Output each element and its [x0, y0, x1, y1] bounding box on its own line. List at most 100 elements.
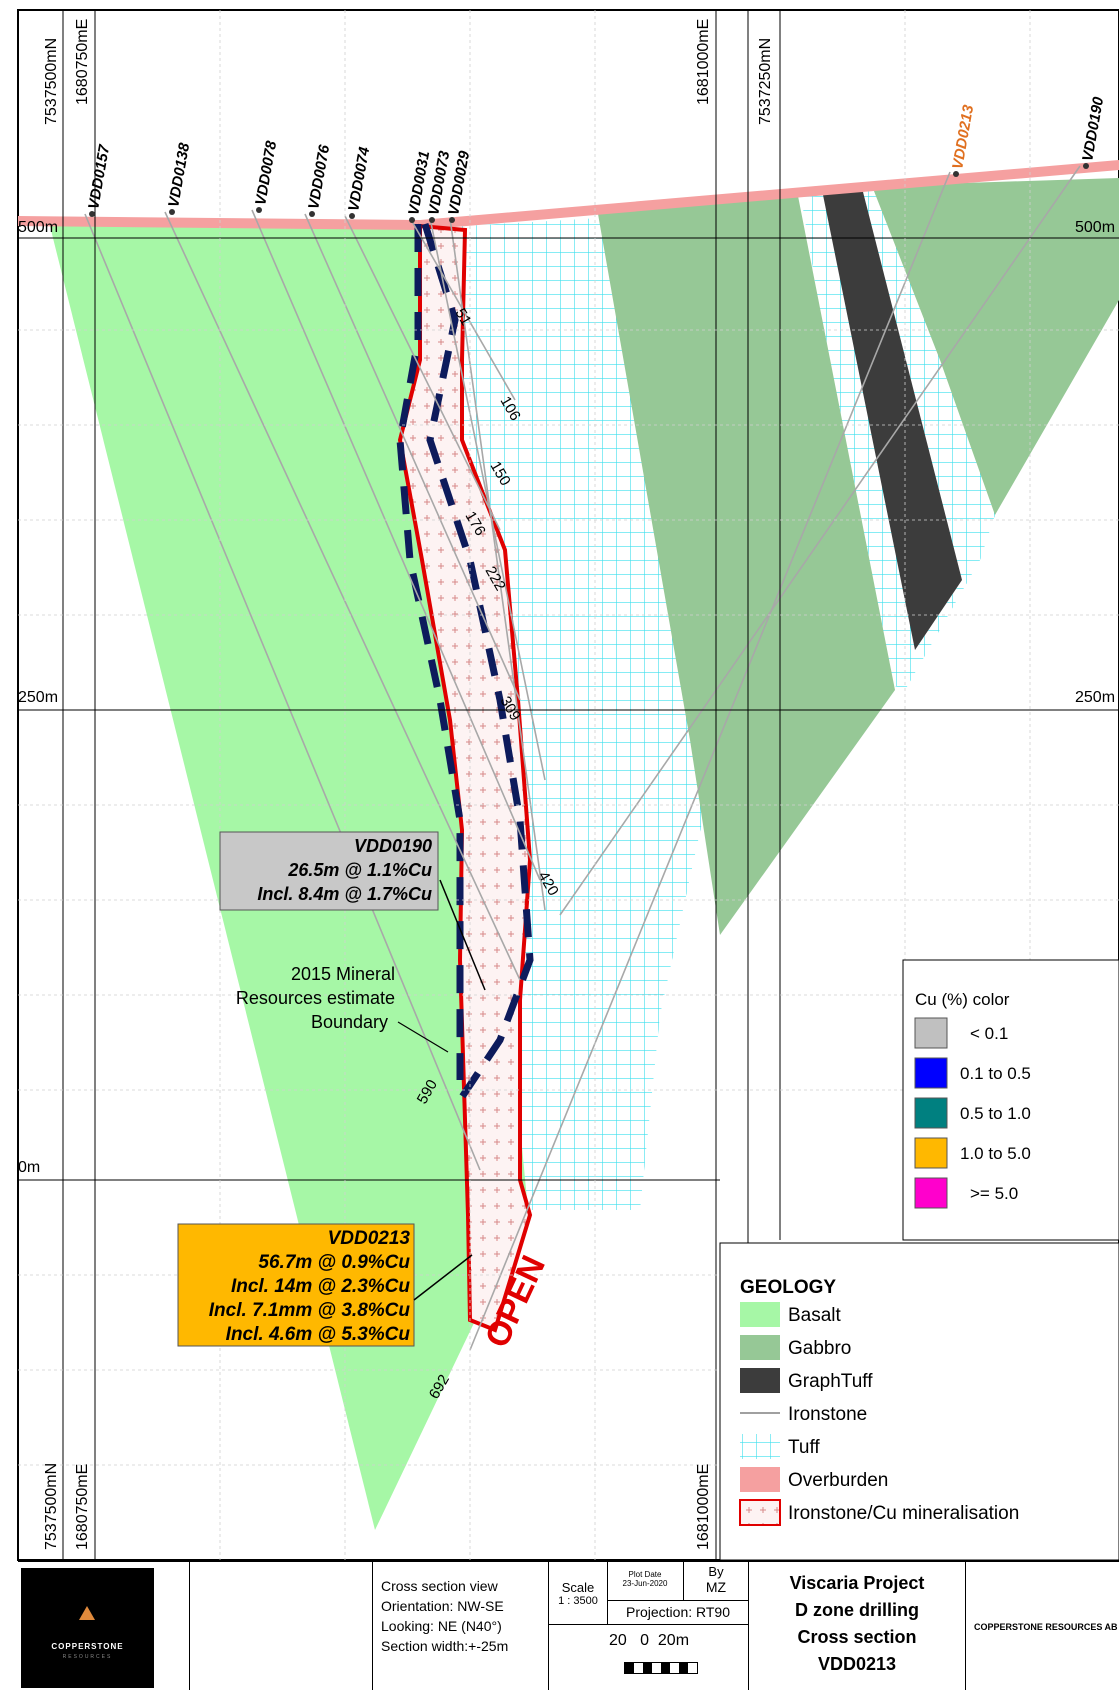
easting-label-bottom-mid: 1681000mE	[695, 1464, 712, 1550]
elevation-label-500-left: 500m	[18, 219, 58, 236]
callout-vdd0213-line4: Incl. 7.1mm @ 3.8%Cu	[209, 1300, 411, 1321]
boundary-label-line2: Resources estimate	[236, 988, 395, 1008]
northing-label-top-left: 7537500mN	[43, 38, 60, 125]
geology-legend-items: Basalt Gabbro GraphTuff Ironstone Tuff Overbu…	[739, 1302, 1019, 1526]
cu-legend-label: 0.5 to 1.0	[960, 1104, 1031, 1123]
geology-legend-label: Ironstone	[788, 1404, 867, 1425]
elevation-label-0-left: 0m	[18, 1159, 40, 1176]
cu-legend-swatch	[914, 1097, 948, 1129]
northing-label-bottom-left: 7537500mN	[43, 1463, 60, 1550]
title-block: COPPERSTONE RESOURCES Cross section view…	[18, 1560, 1119, 1690]
cu-legend-swatch	[914, 1057, 948, 1089]
geology-legend-swatch	[740, 1467, 780, 1492]
by-value: MZ	[705, 1579, 727, 1595]
scale-cell: Scale 1 : 3500 Plot Date 23-Jun-2020 By …	[549, 1562, 749, 1690]
cu-legend-swatch	[914, 1177, 948, 1209]
hole-collar-icon	[409, 217, 415, 223]
scale-label: Scale	[561, 1580, 595, 1595]
hole-collar-icon	[429, 217, 435, 223]
boundary-label-line1: 2015 Mineral	[291, 964, 395, 984]
company-logo: COPPERSTONE RESOURCES	[21, 1568, 154, 1688]
view-line4: Section width:+-25m	[381, 1638, 509, 1654]
scale-box: Scale 1 : 3500	[549, 1562, 608, 1625]
by-box: By MZ	[683, 1562, 749, 1601]
boundary-label-line3: Boundary	[311, 1012, 388, 1032]
drawing-title-line3: Cross section	[797, 1627, 917, 1647]
hole-collar-icon	[256, 207, 262, 213]
geology-legend-label: Basalt	[788, 1305, 842, 1326]
hole-collar-icon	[309, 211, 315, 217]
geology-legend-label: Ironstone/Cu mineralisation	[788, 1503, 1019, 1524]
by-label: By	[708, 1564, 724, 1579]
cu-legend-label: 1.0 to 5.0	[960, 1144, 1031, 1163]
geology-legend-title: GEOLOGY	[740, 1277, 836, 1298]
scale-value: 1 : 3500	[558, 1595, 598, 1607]
view-line2: Orientation: NW-SE	[381, 1598, 504, 1614]
depth-label: 51	[452, 306, 475, 329]
logo-company-sub: RESOURCES	[62, 1654, 113, 1660]
elevation-label-250-left: 250m	[18, 689, 58, 706]
geology-legend-swatch	[740, 1335, 780, 1360]
blank-cell	[190, 1562, 373, 1690]
elevation-label-250-right: 250m	[1075, 689, 1115, 706]
northing-label-top-mid: 7537250mN	[757, 38, 774, 125]
cu-legend-swatch	[914, 1017, 948, 1049]
geology-legend-swatch	[739, 1499, 781, 1526]
boundary-leader	[397, 1021, 449, 1053]
callout-vdd0213-line1: VDD0213	[328, 1228, 411, 1249]
callout-vdd0213-line2: 56.7m @ 0.9%Cu	[258, 1252, 410, 1273]
callout-vdd0213-leader	[413, 1254, 473, 1301]
cu-legend-label: >= 5.0	[970, 1184, 1018, 1203]
geology-legend-label: Tuff	[788, 1437, 820, 1458]
easting-label-top-left: 1680750mE	[74, 19, 91, 105]
projection-label: Projection: RT90	[607, 1600, 749, 1625]
scalebar-text: 20 0 20m	[608, 1632, 690, 1649]
callout-vdd0190-line2: 26.5m @ 1.1%Cu	[287, 860, 432, 880]
drawing-title-cell: Viscaria Project D zone drilling Cross s…	[749, 1562, 966, 1690]
scale-bar	[624, 1662, 698, 1674]
plot-date-box: Plot Date 23-Jun-2020	[607, 1562, 684, 1601]
geology-legend-swatch	[740, 1302, 780, 1327]
overburden-unit	[18, 160, 1119, 230]
easting-label-top-mid: 1681000mE	[695, 19, 712, 105]
cu-legend-title: Cu (%) color	[915, 990, 1010, 1009]
resource-boundary-east	[421, 222, 534, 1102]
company-name-cell: COPPERSTONE RESOURCES AB	[974, 1622, 1118, 1632]
logo-cell: COPPERSTONE RESOURCES	[18, 1562, 190, 1690]
cu-legend-swatch	[914, 1137, 948, 1169]
logo-company-name: COPPERSTONE	[51, 1642, 124, 1651]
geology-legend-label: GraphTuff	[788, 1371, 873, 1392]
cu-legend-label: 0.1 to 0.5	[960, 1064, 1031, 1083]
hole-collar-icon	[349, 213, 355, 219]
plot-date-label: Plot Date	[628, 1570, 662, 1579]
logo-mark-icon	[79, 1606, 95, 1620]
geology-legend-label: Overburden	[788, 1470, 888, 1491]
hole-collar-icon	[169, 209, 175, 215]
gabbro-unit-west	[598, 196, 895, 935]
easting-label-bottom-left: 1680750mE	[74, 1464, 91, 1550]
plot-date-value: 23-Jun-2020	[622, 1579, 668, 1588]
drawing-title-line2: D zone drilling	[795, 1600, 919, 1620]
cu-legend-label: < 0.1	[970, 1024, 1008, 1043]
callout-vdd0213-line5: Incl. 4.6m @ 5.3%Cu	[226, 1324, 411, 1345]
geology-legend-swatch	[740, 1368, 780, 1393]
cu-legend-items: < 0.1 0.1 to 0.5 0.5 to 1.0 1.0 to 5.0 >= 5.…	[914, 1017, 1031, 1209]
view-line3: Looking: NE (N40°)	[381, 1618, 502, 1634]
view-line1: Cross section view	[381, 1578, 498, 1594]
callout-vdd0190-leader	[439, 879, 486, 991]
geology-legend-label: Gabbro	[788, 1338, 851, 1359]
geology-legend-box	[719, 1242, 1119, 1561]
callout-vdd0190-line3: Incl. 8.4m @ 1.7%Cu	[257, 884, 432, 904]
gabbro-unit-east	[872, 178, 1119, 515]
drawing-title-line4: VDD0213	[817, 1654, 897, 1674]
elevation-label-500-right: 500m	[1075, 219, 1115, 236]
hole-collar-icon	[1083, 163, 1089, 169]
callout-vdd0190-line1: VDD0190	[354, 836, 432, 856]
drill-traces	[84, 165, 1081, 1351]
hole-collar-icon	[953, 171, 959, 177]
view-info-cell: Cross section view Orientation: NW-SE Lo…	[373, 1562, 549, 1690]
callout-vdd0213-line3: Incl. 14m @ 2.3%Cu	[231, 1276, 410, 1297]
geology-legend-swatch	[740, 1434, 780, 1459]
hole-collar-icon	[89, 211, 95, 217]
